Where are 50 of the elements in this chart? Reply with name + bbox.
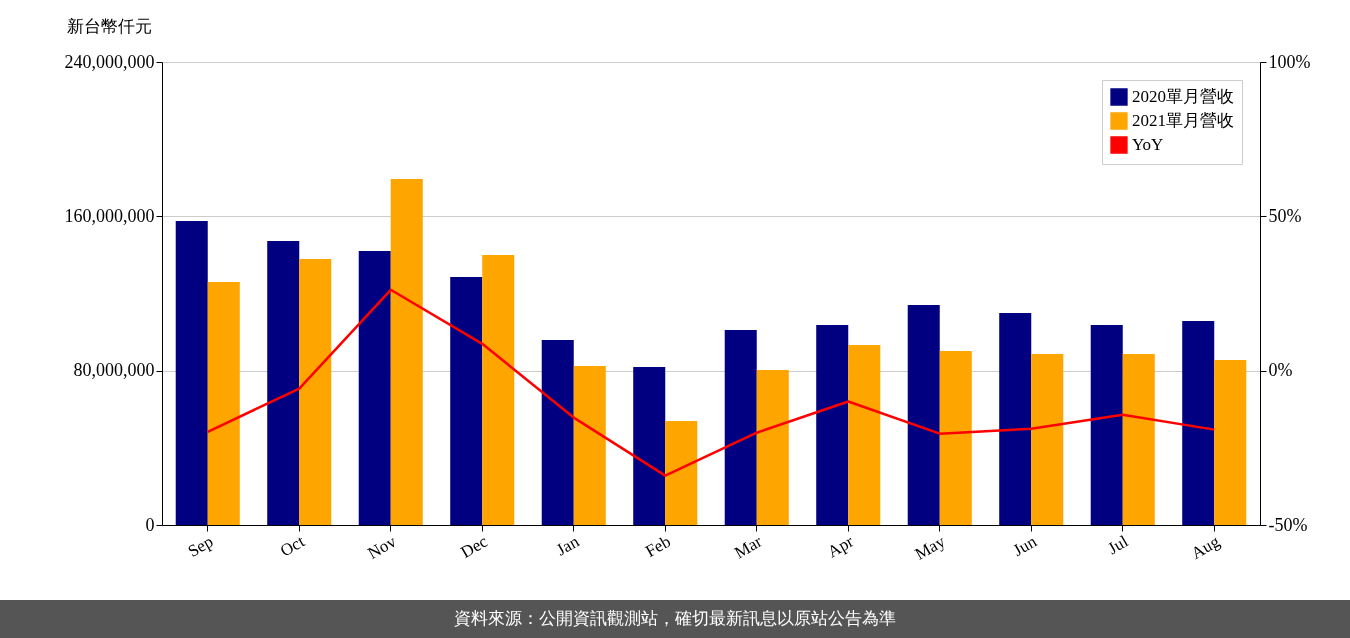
bar [573,366,606,525]
x-tick-label: Jun [1009,531,1041,561]
y2-tick-label: -50% [1268,514,1308,535]
y2-tick-label: 50% [1268,205,1302,226]
bar [358,251,391,525]
x-tick-label: Aug [1187,531,1224,563]
bar [816,324,849,525]
legend-label: 2020單月營收 [1132,87,1234,106]
bar [999,312,1032,525]
bar [207,281,240,525]
line-series [206,288,1216,477]
y-tick-label: 0 [145,514,155,535]
bar [756,369,789,525]
x-tick-label: Oct [276,531,308,561]
bar [633,367,666,525]
x-tick-label: Apr [824,531,858,562]
bar [724,329,757,525]
y-tick-label: 160,000,000 [64,205,155,226]
x-tick-label: Jul [1104,531,1132,559]
legend-label: 2021單月營收 [1132,111,1234,130]
bar [1214,360,1247,525]
legend-label: YoY [1132,135,1164,154]
bar [482,254,515,525]
bar [1090,324,1123,525]
x-tick-label: Mar [731,531,766,563]
bar [450,276,483,525]
bar [1182,320,1215,525]
bar [848,345,881,525]
source-note: 資料來源：公開資訊觀測站，確切最新訊息以原站公告為準 [454,608,896,628]
bar [1122,354,1155,525]
bar [907,304,940,525]
x-tick-label: Sep [184,531,217,561]
y2-tick-label: 0% [1268,360,1293,381]
bar [939,350,972,525]
y-tick-label: 80,000,000 [73,360,155,381]
bar [175,220,208,525]
y2-tick-label: 100% [1268,51,1311,72]
bar [665,421,698,525]
y-axis-title: 新台幣仟元 [66,16,152,36]
bar [299,258,332,525]
x-tick-label: May [911,531,949,564]
bar [390,178,423,525]
x-tick-label: Jan [553,531,583,560]
y-tick-label: 240,000,000 [64,51,155,72]
bar [267,241,300,525]
bar [1031,354,1064,525]
x-tick-label: Feb [642,531,674,561]
x-tick-label: Dec [457,531,492,562]
x-tick-label: Nov [364,531,400,563]
bar [541,339,574,525]
